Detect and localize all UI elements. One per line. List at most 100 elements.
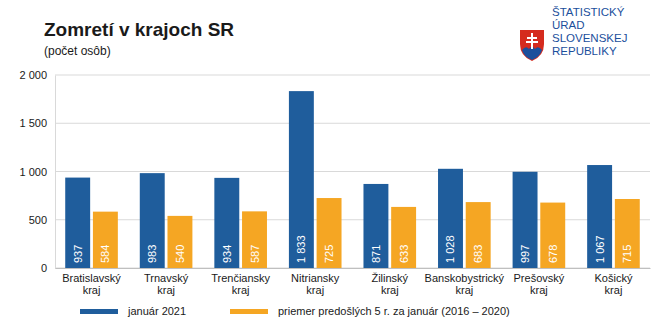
- x-tick-label-line: Nitriansky: [291, 272, 340, 284]
- chart: Zomretí v krajoch SR (počet osôb) ŠTATISTI…: [0, 0, 660, 330]
- x-tick-label: Žilinskýkraj: [371, 272, 408, 296]
- y-tick-label: 1 500: [19, 117, 47, 129]
- x-tick-label: Nitrianskykraj: [291, 272, 340, 296]
- x-tick-label-line: Košický: [595, 272, 633, 284]
- x-tick: Žilinskýkraj: [371, 268, 408, 296]
- bar: [615, 199, 640, 268]
- logo-text: REPUBLIKY: [552, 45, 617, 57]
- title: Zomretí v krajoch SR: [44, 19, 234, 40]
- x-tick-label-line: Bratislavský: [62, 272, 121, 284]
- legend-label: priemer predošlých 5 r. za január (2016 …: [278, 305, 510, 317]
- y-axis: 0 500 1 000 1 500 2 000: [19, 69, 55, 274]
- y-tick: 1 000: [19, 166, 55, 178]
- x-tick-label-line: kraj: [605, 284, 623, 296]
- legend-swatch: [230, 309, 268, 314]
- data-label: 937: [72, 245, 84, 263]
- bar: [363, 184, 388, 268]
- data-labels: 937 983 934 1 833 871 1 028 997 1 067 584 540 587 7…: [72, 235, 634, 263]
- x-tick-label-line: kraj: [232, 284, 250, 296]
- logo-text: ÚRAD: [552, 19, 585, 31]
- bar: [167, 216, 192, 268]
- x-tick-label-line: Trnavský: [144, 272, 189, 284]
- x-tick-label-line: kraj: [455, 284, 473, 296]
- bar: [438, 169, 463, 268]
- bar: [140, 173, 165, 268]
- data-label: 1 028: [444, 235, 456, 263]
- y-tick-label: 0: [41, 262, 47, 274]
- bar: [540, 203, 565, 268]
- bar: [242, 211, 267, 268]
- logo-shield: [520, 30, 544, 61]
- x-tick-label: Trenčianskykraj: [211, 272, 270, 296]
- x-tick: Trnavskýkraj: [144, 268, 189, 296]
- x-tick-label-line: kraj: [83, 284, 101, 296]
- bar: [391, 207, 416, 268]
- bar: [317, 198, 342, 268]
- data-label: 587: [249, 245, 261, 263]
- data-label: 715: [621, 245, 633, 263]
- bar: [587, 165, 612, 268]
- x-tick-label-line: kraj: [530, 284, 548, 296]
- x-tick-label: Bratislavskýkraj: [62, 272, 121, 296]
- bar: [93, 212, 118, 268]
- x-tick-label-line: Žilinský: [371, 272, 408, 284]
- grid-line: [55, 123, 650, 124]
- x-tick-label: Košickýkraj: [595, 272, 633, 296]
- y-tick-label: 500: [29, 214, 47, 226]
- grid: [55, 75, 650, 268]
- y-tick-label: 2 000: [19, 69, 47, 81]
- x-tick-label-line: kraj: [306, 284, 324, 296]
- data-label: 683: [472, 245, 484, 263]
- bar: [214, 178, 239, 268]
- logo: [520, 30, 544, 61]
- data-label: 725: [323, 245, 335, 263]
- bars: [65, 91, 640, 268]
- x-tick: Prešovskýkraj: [514, 268, 565, 296]
- data-label: 934: [221, 245, 233, 263]
- plot: 0 500 1 000 1 500 2 000 937 983 934 1 833 871 1 02…: [19, 69, 650, 296]
- bar: [65, 178, 90, 268]
- subtitle: (počet osôb): [44, 44, 111, 58]
- data-label: 584: [99, 245, 111, 263]
- x-tick-label: Banskobystrickýkraj: [425, 272, 505, 296]
- data-label: 1 833: [295, 235, 307, 263]
- y-axis-line: [55, 76, 56, 269]
- bar: [466, 202, 491, 268]
- x-tick-label: Prešovskýkraj: [514, 272, 565, 296]
- x-tick-label-line: kraj: [381, 284, 399, 296]
- y-tick-label: 1 000: [19, 166, 47, 178]
- logo-text: ŠTATISTICKÝ: [552, 6, 625, 18]
- x-tick-label-line: Trenčiansky: [211, 272, 270, 284]
- bar: [289, 91, 314, 268]
- x-tick: Bratislavskýkraj: [62, 268, 121, 296]
- x-tick-label-line: Prešovský: [514, 272, 565, 284]
- data-label: 997: [519, 245, 531, 263]
- y-tick: 2 000: [19, 69, 55, 81]
- data-label: 540: [174, 245, 186, 263]
- bar: [513, 172, 538, 268]
- data-label: 678: [547, 245, 559, 263]
- y-tick: 1 500: [19, 117, 55, 129]
- x-tick-label-line: kraj: [157, 284, 175, 296]
- x-tick: Košickýkraj: [595, 268, 633, 296]
- grid-line: [55, 171, 650, 172]
- x-tick-label-line: Banskobystrický: [425, 272, 505, 284]
- y-tick: 0: [41, 262, 55, 274]
- data-label: 633: [398, 245, 410, 263]
- logo-text: SLOVENSKEJ: [552, 32, 627, 44]
- x-tick: Banskobystrickýkraj: [425, 268, 505, 296]
- x-tick: Trenčianskykraj: [211, 268, 270, 296]
- x-tick: Nitrianskykraj: [291, 268, 340, 296]
- data-label: 983: [146, 245, 158, 263]
- legend-swatch: [80, 309, 118, 314]
- data-label: 1 067: [594, 235, 606, 263]
- y-tick: 500: [29, 214, 55, 226]
- legend: január 2021 priemer predošlých 5 r. za ja…: [80, 305, 510, 317]
- legend-label: január 2021: [127, 305, 186, 317]
- x-axis-line: [56, 268, 651, 269]
- logo-cross: [526, 33, 538, 49]
- x-axis: BratislavskýkrajTrnavskýkrajTrenčianskyk…: [56, 268, 651, 296]
- x-tick-label: Trnavskýkraj: [144, 272, 189, 296]
- data-label: 871: [370, 245, 382, 263]
- grid-line: [55, 75, 650, 76]
